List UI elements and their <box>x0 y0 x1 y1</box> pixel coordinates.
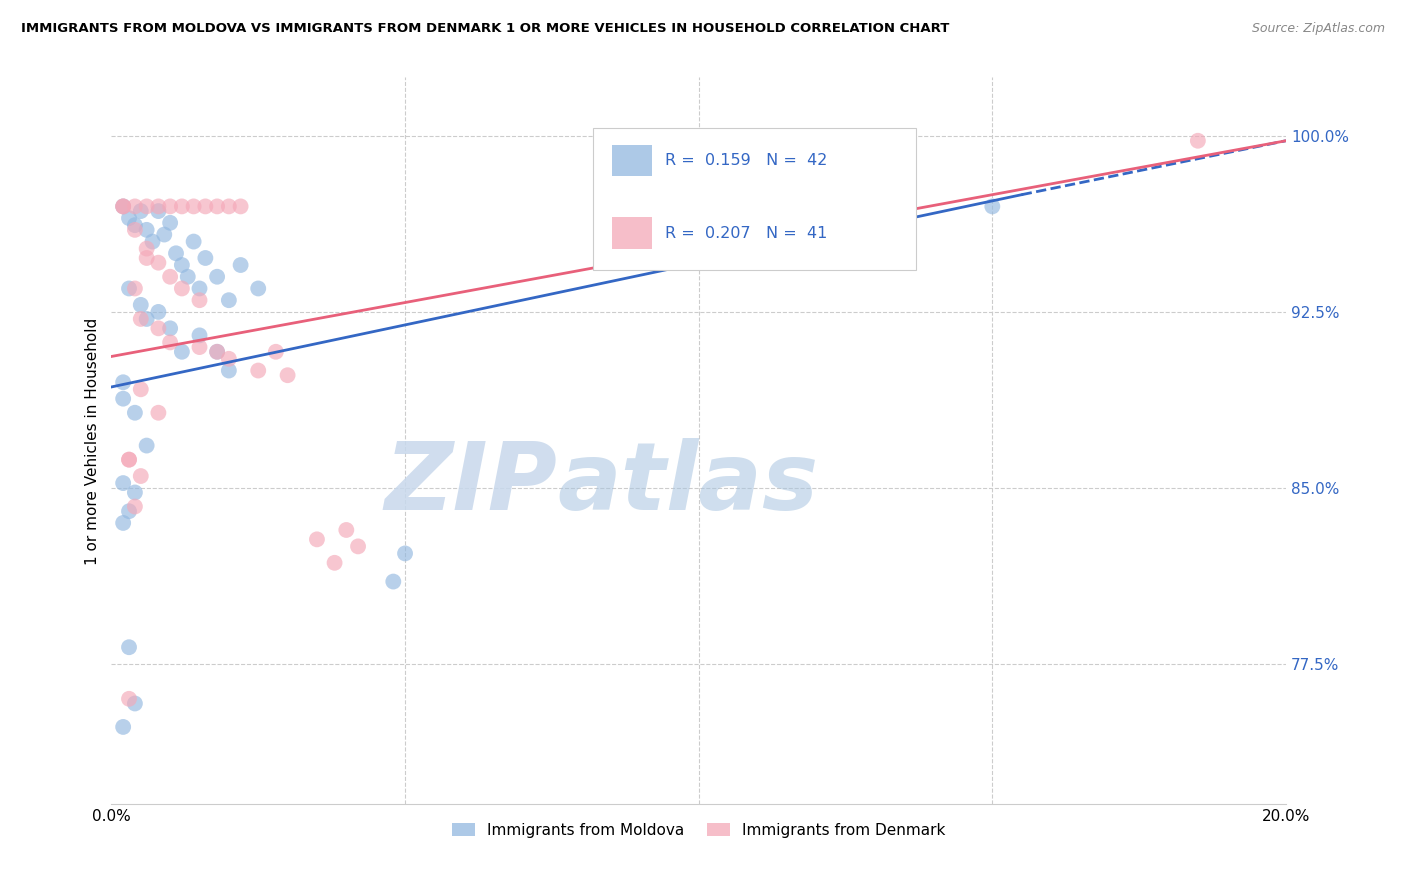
Point <box>124 485 146 500</box>
Point <box>218 363 240 377</box>
Point <box>170 281 193 295</box>
FancyBboxPatch shape <box>612 218 652 249</box>
Point <box>159 216 181 230</box>
Text: R =  0.159   N =  42: R = 0.159 N = 42 <box>665 153 827 168</box>
Point <box>247 363 270 377</box>
Point <box>112 720 135 734</box>
Point <box>124 697 146 711</box>
Point <box>188 293 211 308</box>
Point <box>205 269 228 284</box>
Point <box>118 452 141 467</box>
Point <box>148 255 170 269</box>
Y-axis label: 1 or more Vehicles in Household: 1 or more Vehicles in Household <box>86 318 100 565</box>
Point <box>170 344 193 359</box>
Point <box>148 305 170 319</box>
Point <box>141 235 163 249</box>
Point <box>170 258 193 272</box>
Point <box>218 351 240 366</box>
Point <box>135 312 157 326</box>
Point <box>323 556 346 570</box>
Point <box>129 469 152 483</box>
Point <box>148 406 170 420</box>
Text: atlas: atlas <box>558 439 818 531</box>
Point <box>218 199 240 213</box>
Legend: Immigrants from Moldova, Immigrants from Denmark: Immigrants from Moldova, Immigrants from… <box>446 817 952 844</box>
Point <box>118 504 141 518</box>
Point <box>112 199 135 213</box>
Point <box>394 546 416 560</box>
Point <box>148 199 170 213</box>
Point <box>170 199 193 213</box>
Point <box>148 321 170 335</box>
Point <box>188 281 211 295</box>
Point <box>118 640 141 655</box>
Point <box>183 199 205 213</box>
Point <box>159 199 181 213</box>
Point <box>129 298 152 312</box>
Point <box>264 344 287 359</box>
FancyBboxPatch shape <box>593 128 915 270</box>
Text: Source: ZipAtlas.com: Source: ZipAtlas.com <box>1251 22 1385 36</box>
Point <box>194 199 217 213</box>
Point <box>112 392 135 406</box>
Point <box>183 235 205 249</box>
Point <box>112 199 135 213</box>
Point <box>118 691 141 706</box>
Point <box>135 439 157 453</box>
Point <box>135 199 157 213</box>
Point <box>159 335 181 350</box>
Point <box>124 500 146 514</box>
Point <box>194 251 217 265</box>
Point <box>129 204 152 219</box>
Point <box>129 382 152 396</box>
Point <box>188 328 211 343</box>
Point <box>382 574 405 589</box>
Point <box>124 406 146 420</box>
Point <box>124 281 146 295</box>
Point <box>112 199 135 213</box>
Point <box>205 344 228 359</box>
Point <box>159 321 181 335</box>
Point <box>159 269 181 284</box>
Point <box>129 312 152 326</box>
Point <box>135 251 157 265</box>
Point <box>205 199 228 213</box>
Point <box>124 223 146 237</box>
Point <box>112 376 135 390</box>
Point <box>247 281 270 295</box>
Point <box>153 227 176 242</box>
Text: ZIP: ZIP <box>385 439 558 531</box>
Point <box>188 340 211 354</box>
Point <box>305 533 328 547</box>
Point <box>347 540 370 554</box>
Point <box>118 281 141 295</box>
Point <box>205 344 228 359</box>
Point <box>148 204 170 219</box>
Point <box>1187 134 1209 148</box>
Point <box>135 242 157 256</box>
Point <box>112 476 135 491</box>
FancyBboxPatch shape <box>612 145 652 177</box>
Point <box>277 368 299 383</box>
Point <box>124 199 146 213</box>
Point <box>229 199 252 213</box>
Point <box>218 293 240 308</box>
Point <box>177 269 200 284</box>
Point <box>118 211 141 226</box>
Point <box>165 246 187 260</box>
Point <box>981 199 1004 213</box>
Text: IMMIGRANTS FROM MOLDOVA VS IMMIGRANTS FROM DENMARK 1 OR MORE VEHICLES IN HOUSEHO: IMMIGRANTS FROM MOLDOVA VS IMMIGRANTS FR… <box>21 22 949 36</box>
Point <box>118 452 141 467</box>
Point <box>112 516 135 530</box>
Point <box>335 523 357 537</box>
Text: R =  0.207   N =  41: R = 0.207 N = 41 <box>665 226 827 241</box>
Point <box>124 218 146 232</box>
Point <box>229 258 252 272</box>
Point <box>135 223 157 237</box>
